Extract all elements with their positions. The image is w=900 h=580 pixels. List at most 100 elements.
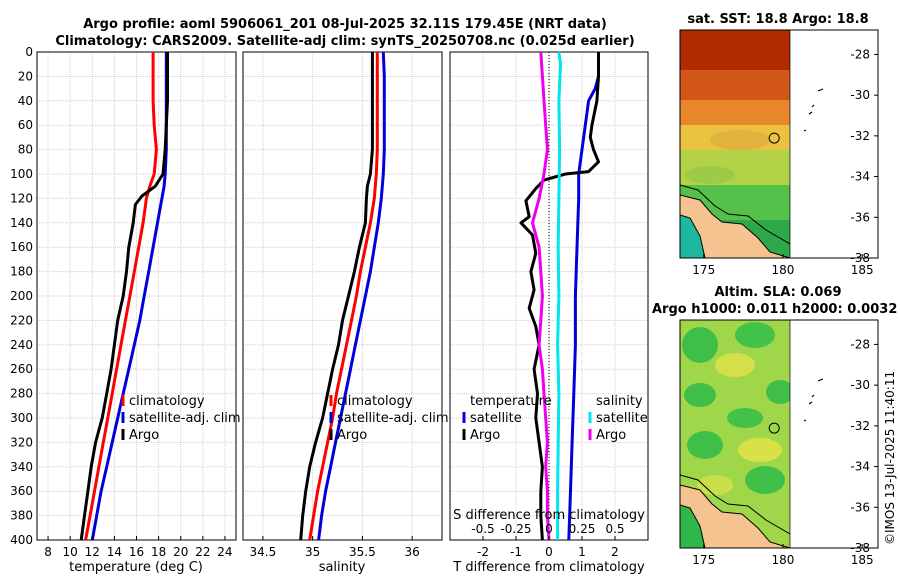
series-line-satellite-adj-clim bbox=[317, 51, 386, 541]
shelf-contour bbox=[680, 184, 790, 245]
depth-tick-label: 200 bbox=[10, 289, 33, 303]
sst-map-axes bbox=[679, 29, 879, 259]
salinity-grid bbox=[243, 51, 442, 541]
x-tick-label: 10 bbox=[63, 545, 78, 559]
series-line-argo bbox=[299, 52, 374, 541]
island bbox=[808, 111, 813, 115]
difference-panel: -2 -1 0 1 2 S difference from climatology -0… bbox=[449, 51, 649, 575]
shelf-contour bbox=[680, 474, 790, 535]
legend-label-t-satellite: satellite bbox=[470, 411, 522, 426]
depth-tick-label: 120 bbox=[10, 191, 33, 205]
x-tick-label: 20 bbox=[173, 545, 188, 559]
legend-label-argo: Argo bbox=[129, 428, 159, 443]
legend-label-climatology: climatology bbox=[337, 394, 413, 409]
island bbox=[811, 394, 815, 398]
x-tick-label: -1 bbox=[510, 545, 522, 559]
depth-tick-label: 300 bbox=[10, 411, 33, 425]
series-line-s-satellite bbox=[556, 51, 562, 540]
depth-tick-label: 340 bbox=[10, 460, 33, 474]
x-tick-label: -2 bbox=[477, 545, 489, 559]
argo-location-marker bbox=[768, 132, 780, 144]
x-tick-label: 14 bbox=[107, 545, 122, 559]
sla-blob-high bbox=[735, 322, 775, 348]
sst-patch bbox=[685, 166, 735, 184]
series-line-s-argo bbox=[531, 51, 551, 541]
figure-title-line1: Argo profile: aoml 5906061_201 08-Jul-20… bbox=[83, 17, 607, 32]
sla-blob-high bbox=[766, 380, 790, 404]
sla-blob-high bbox=[745, 466, 785, 494]
depth-tick-label: 140 bbox=[10, 216, 33, 230]
island bbox=[808, 401, 813, 405]
salinity-x-label: salinity bbox=[319, 560, 366, 575]
depth-tick-label: 240 bbox=[10, 338, 33, 352]
temperature-grid bbox=[37, 51, 236, 541]
x-tick-label: 8 bbox=[44, 545, 52, 559]
salinity-axes bbox=[242, 51, 443, 541]
depth-tick-label: 60 bbox=[18, 118, 33, 132]
s-diff-tick-label: -0.5 bbox=[471, 522, 494, 536]
temperature-depth-ticks: 0 20 40 60 80 100 120 140 160 180 200 220 240 260 280 3… bbox=[10, 45, 33, 547]
lat-tick-label: -36 bbox=[850, 210, 870, 224]
sla-blob-low bbox=[738, 438, 782, 462]
legend-label-satellite: satellite-adj. clim bbox=[337, 411, 449, 426]
salinity-panel: 34.5 35 35.5 36 salinity climatology satell… bbox=[242, 51, 449, 575]
legend-label-t-argo: Argo bbox=[470, 428, 500, 443]
sla-map-title-line2: Argo h1000: 0.011 h2000: 0.0032 bbox=[652, 302, 897, 317]
series-line-climatology bbox=[308, 52, 379, 541]
salinity-legend: climatology satellite-adj. clim Argo bbox=[329, 394, 449, 443]
argo-location-marker bbox=[768, 422, 780, 434]
island bbox=[811, 104, 815, 108]
x-tick-label: 34.5 bbox=[250, 545, 277, 559]
island bbox=[817, 88, 824, 92]
series-line-t-satellite bbox=[567, 52, 600, 541]
legend-label-climatology: climatology bbox=[129, 394, 205, 409]
salinity-x-ticks: 34.5 35 35.5 36 bbox=[250, 536, 420, 559]
lat-tick-label: -30 bbox=[850, 378, 870, 392]
depth-tick-label: 20 bbox=[18, 69, 33, 83]
island bbox=[803, 129, 807, 132]
lon-tick-label: 185 bbox=[851, 553, 874, 567]
sla-blob-high bbox=[687, 431, 723, 459]
t-diff-label: T difference from climatology bbox=[452, 560, 645, 575]
sst-band-warm-1 bbox=[680, 30, 790, 70]
sla-map-title-line1: Altim. SLA: 0.069 bbox=[715, 285, 842, 300]
land-new-zealand bbox=[680, 484, 790, 548]
sst-map-panel: sat. SST: 18.8 Argo: 18.8 175 180 185 -28 -3… bbox=[679, 12, 879, 277]
lat-tick-label: -32 bbox=[850, 129, 870, 143]
island bbox=[803, 419, 807, 422]
x-tick-label: 1 bbox=[578, 545, 586, 559]
sla-blob-low bbox=[697, 475, 733, 495]
depth-tick-label: 280 bbox=[10, 387, 33, 401]
sla-blob-low bbox=[715, 353, 755, 377]
lat-tick-label: -32 bbox=[850, 419, 870, 433]
temperature-series bbox=[79, 52, 169, 541]
lat-tick-label: -36 bbox=[850, 500, 870, 514]
depth-tick-label: 380 bbox=[10, 509, 33, 523]
depth-tick-label: 0 bbox=[25, 45, 33, 59]
x-tick-label: 24 bbox=[217, 545, 232, 559]
s-diff-tick-labels: -0.5 -0.25 0 0.25 0.5 bbox=[471, 522, 624, 536]
lon-tick-label: 175 bbox=[692, 553, 715, 567]
lon-tick-label: 180 bbox=[772, 263, 795, 277]
s-diff-tick-label: 0.5 bbox=[605, 522, 624, 536]
s-diff-tick-label: 0.25 bbox=[569, 522, 596, 536]
imos-timestamp: ©IMOS 13-Jul-2025 11:40:11 bbox=[883, 371, 897, 545]
lat-tick-label: -38 bbox=[850, 251, 870, 265]
sst-map-title: sat. SST: 18.8 Argo: 18.8 bbox=[687, 12, 868, 27]
sst-band-warm-2 bbox=[680, 70, 790, 100]
x-tick-label: 35.5 bbox=[349, 545, 376, 559]
series-line-argo bbox=[79, 52, 169, 541]
series-line-climatology bbox=[84, 52, 158, 541]
legend-label-argo: Argo bbox=[337, 428, 367, 443]
land-new-zealand bbox=[680, 194, 790, 258]
legend-label-s-satellite: satellite bbox=[596, 411, 648, 426]
kermadec-islands bbox=[803, 88, 824, 132]
x-tick-label: 18 bbox=[151, 545, 166, 559]
sla-blob-high bbox=[682, 327, 718, 363]
temperature-legend: climatology satellite-adj. clim Argo bbox=[121, 394, 241, 443]
lat-tick-label: -30 bbox=[850, 88, 870, 102]
sst-map-ticks: 175 180 185 -28 -30 -32 -34 -36 -38 bbox=[692, 47, 878, 277]
depth-tick-label: 40 bbox=[18, 94, 33, 108]
difference-legend: temperature salinity satellite Argo sate… bbox=[462, 394, 648, 443]
